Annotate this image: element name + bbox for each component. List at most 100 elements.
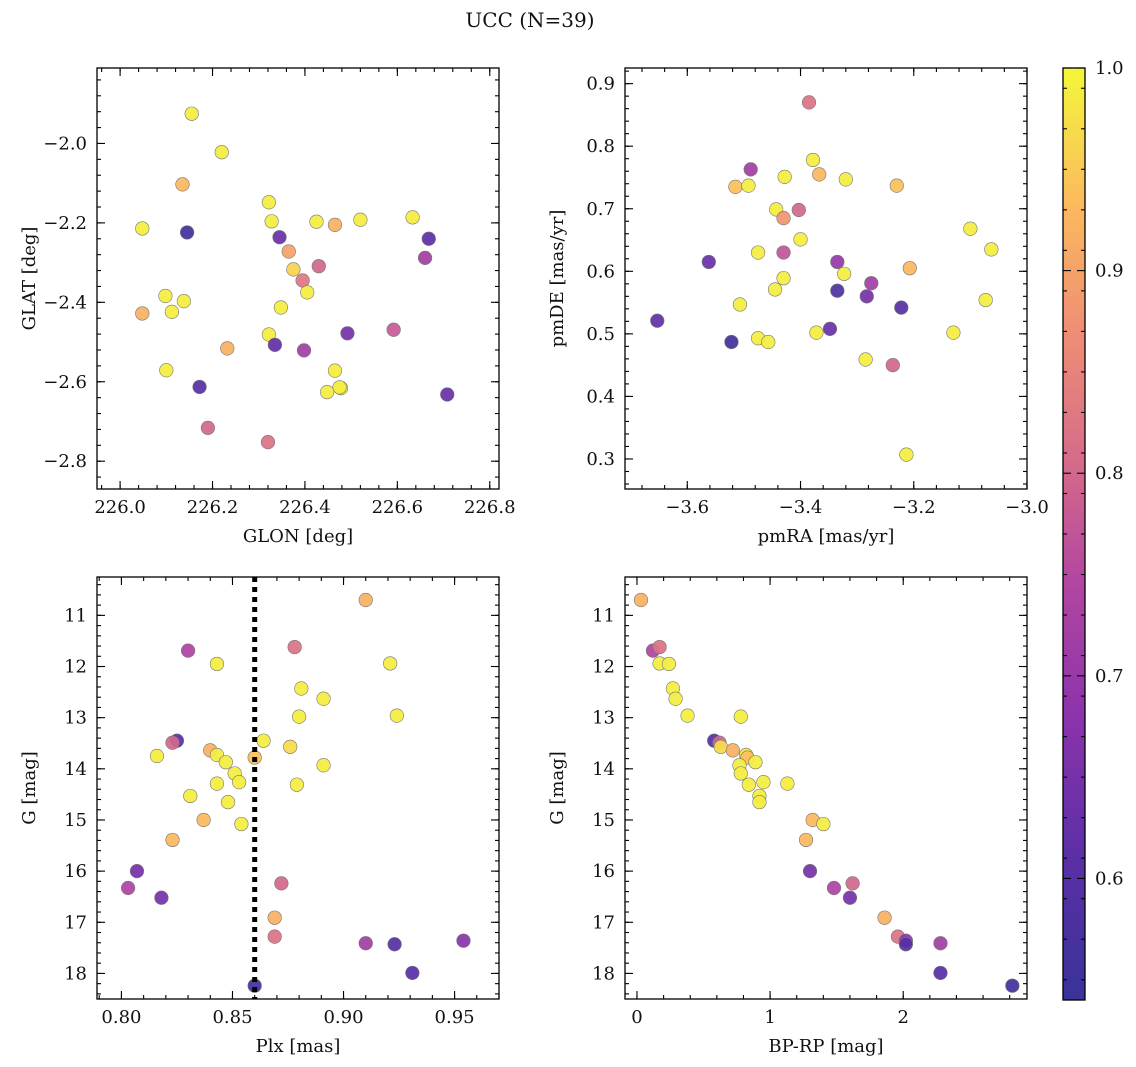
y-tick-label: 12 (64, 657, 87, 678)
y-axis-label: G [mag] (547, 751, 568, 824)
y-tick-label: −2.4 (43, 292, 87, 313)
scatter-point (417, 250, 433, 265)
x-tick-label: 226.4 (279, 497, 331, 518)
x-tick-label: −3.2 (892, 497, 936, 518)
scatter-point (311, 259, 326, 274)
scatter-points (633, 592, 1020, 993)
y-tick-label: 0.5 (586, 324, 615, 345)
y-axis-label: GLAT [deg] (19, 227, 40, 331)
scatter-point (180, 225, 195, 240)
panels: 226.0 226.2 226.4 226.6 226.8 −2.0 −2.2 −2.4 −2.… (19, 67, 1049, 1057)
scatter-point (812, 167, 827, 182)
axis-ticks (625, 577, 1027, 999)
scatter-point (750, 245, 766, 260)
scatter-point (165, 832, 180, 848)
axes-frame (624, 576, 1028, 1000)
scatter-point (680, 708, 695, 723)
scatter-point (724, 334, 739, 350)
x-axis-label: GLON [deg] (243, 526, 353, 547)
scatter-point (713, 739, 728, 754)
scatter-point (389, 708, 404, 723)
scatter-point (129, 864, 145, 879)
colorbar-ticks: 0.6 0.7 0.8 0.9 1.0 (1063, 58, 1124, 981)
scatter-point (316, 691, 331, 706)
panel-3: 0.80 0.85 0.90 0.95 11 12 13 14 15 16 17 18 Plx [mas… (19, 576, 500, 1057)
scatter-point (858, 352, 873, 367)
y-tick-label: 18 (64, 963, 87, 984)
x-tick-label: 0.80 (101, 1007, 141, 1028)
scatter-point (801, 95, 817, 110)
y-tick-label: 17 (64, 912, 87, 933)
y-tick-label: 11 (592, 605, 615, 626)
scatter-point (978, 292, 993, 308)
scatter-point (885, 358, 900, 373)
y-tick-label: 11 (64, 605, 87, 626)
y-tick-label: 16 (592, 861, 615, 882)
scatter-point (358, 936, 373, 951)
scatter-point (809, 325, 824, 340)
x-tick-label: 0 (631, 1007, 642, 1028)
scatter-point (261, 195, 276, 210)
scatter-point (725, 743, 740, 758)
scatter-point (165, 735, 180, 750)
scatter-point (320, 384, 335, 400)
scatter-point (456, 933, 471, 948)
scatter-point (264, 214, 279, 229)
scatter-point (668, 691, 683, 706)
scatter-point (791, 202, 806, 218)
scatter-point (218, 755, 233, 770)
colorbar-tick-label: 1.0 (1095, 58, 1124, 79)
y-tick-label: 17 (592, 912, 615, 933)
scatter-point (877, 910, 892, 925)
scatter-point (292, 709, 307, 724)
scatter-point (440, 387, 455, 402)
scatter-point (805, 152, 821, 168)
scatter-point (281, 244, 296, 259)
y-tick-label: −2.2 (43, 213, 87, 234)
scatter-point (902, 261, 917, 276)
scatter-point (340, 326, 355, 341)
colorbar-tick-label: 0.6 (1095, 868, 1124, 889)
scatter-point (776, 245, 791, 260)
scatter-point (386, 322, 401, 337)
scatter-point (267, 929, 282, 944)
scatter-point (267, 337, 282, 352)
scatter-point (859, 289, 874, 304)
scatter-point (661, 656, 677, 672)
scatter-points (135, 106, 455, 450)
scatter-point (327, 217, 343, 232)
x-tick-label: 1 (764, 1007, 775, 1028)
y-tick-label: 15 (64, 810, 87, 831)
scatter-point (220, 794, 236, 810)
scatter-point (842, 890, 858, 905)
y-tick-label: 14 (592, 759, 615, 780)
x-tick-label: −3.0 (1005, 497, 1049, 518)
y-tick-label: 15 (592, 810, 615, 831)
scatter-point (274, 876, 289, 891)
scatter-point (309, 214, 324, 229)
scatter-point (776, 271, 791, 286)
scatter-point (294, 681, 309, 696)
scatter-point (353, 212, 368, 227)
colorbar-tick-label: 0.8 (1095, 463, 1124, 484)
scatter-point (405, 210, 420, 225)
colorbar-tick-label: 0.9 (1095, 261, 1124, 282)
scatter-point (316, 758, 331, 773)
scatter-point (889, 178, 904, 193)
scatter-point (777, 169, 792, 184)
y-tick-label: 0.3 (586, 449, 615, 470)
scatter-point (984, 242, 999, 257)
scatter-point (733, 766, 748, 781)
y-tick-label: 0.6 (586, 261, 615, 282)
scatter-point (209, 776, 225, 791)
scatter-point (200, 420, 215, 435)
scatter-point (741, 178, 756, 193)
scatter-point (752, 794, 767, 810)
scatter-point (120, 880, 136, 896)
scatter-point (838, 172, 853, 187)
scatter-point (741, 777, 756, 792)
scatter-point (864, 276, 879, 291)
axes-frame (96, 67, 500, 490)
scatter-point (748, 755, 763, 770)
